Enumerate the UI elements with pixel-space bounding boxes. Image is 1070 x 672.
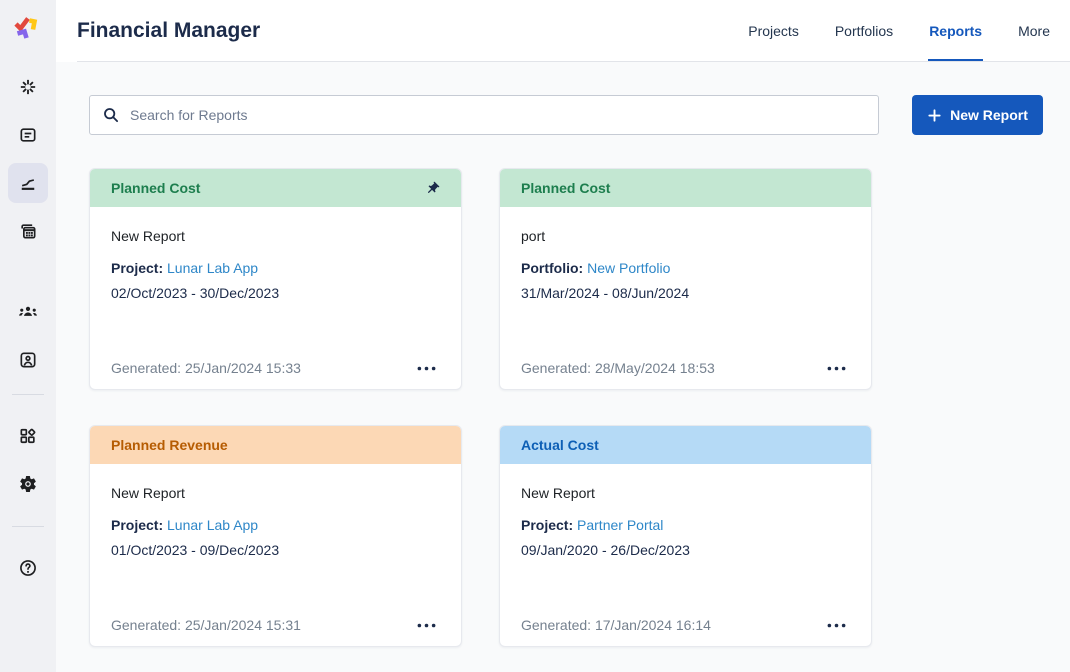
report-meta-link[interactable]: Lunar Lab App [167,517,259,533]
report-meta-link[interactable]: New Portfolio [587,260,671,276]
card-menu-button[interactable] [411,362,442,375]
calculator-icon[interactable] [8,211,48,251]
spark-icon[interactable] [8,67,48,107]
pin-icon [425,181,440,196]
report-meta-link[interactable]: Partner Portal [577,517,664,533]
report-date-range: 02/Oct/2023 - 30/Dec/2023 [111,285,280,301]
report-card-body: New Report Project: Partner Portal 09/Ja… [500,464,871,646]
report-name: New Report [111,228,185,244]
card-menu-button[interactable] [821,619,852,632]
search-input[interactable] [89,95,879,135]
report-meta-label: Project: [111,517,164,533]
report-generated-timestamp: Generated: 25/Jan/2024 15:31 [111,617,301,633]
report-meta-label: Project: [111,260,164,276]
report-name: New Report [111,485,185,501]
report-card[interactable]: Planned Cost port Portfolio: New Portfol… [499,168,872,390]
teams-icon[interactable] [8,292,48,332]
content-area: New Report Planned Cost New Report [56,62,1070,672]
nav-item-more[interactable]: More [1017,0,1051,62]
search-container [89,95,879,135]
ellipsis-icon [417,623,436,627]
report-meta-label: Project: [521,517,574,533]
report-meta-link[interactable]: Lunar Lab App [167,260,259,276]
nav-item-portfolios[interactable]: Portfolios [834,0,894,62]
report-card[interactable]: Planned Cost New Report Project: Lunar L… [89,168,462,390]
report-card-body: port Portfolio: New Portfolio 31/Mar/202… [500,207,871,389]
report-name: New Report [521,485,595,501]
report-generated-timestamp: Generated: 28/May/2024 18:53 [521,360,715,376]
report-card-header: Actual Cost [500,426,871,464]
report-cards-grid: Planned Cost New Report Project: Lunar L… [89,168,872,647]
ellipsis-icon [827,623,846,627]
report-card-header: Planned Cost [500,169,871,207]
report-card[interactable]: Planned Revenue New Report Project: Luna… [89,425,462,647]
card-menu-button[interactable] [411,619,442,632]
report-generated-timestamp: Generated: 25/Jan/2024 15:33 [111,360,301,376]
report-date-range: 01/Oct/2023 - 09/Dec/2023 [111,542,280,558]
report-date-range: 31/Mar/2024 - 08/Jun/2024 [521,285,690,301]
help-icon[interactable] [8,548,48,588]
report-card-body: New Report Project: Lunar Lab App 02/Oct… [90,207,461,389]
chart-icon[interactable] [8,163,48,203]
page-title: Financial Manager [77,19,261,42]
profile-icon[interactable] [8,340,48,380]
report-card[interactable]: Actual Cost New Report Project: Partner … [499,425,872,647]
report-card-header: Planned Revenue [90,426,461,464]
apps-icon[interactable] [8,416,48,456]
report-date-range: 09/Jan/2020 - 26/Dec/2023 [521,542,690,558]
top-bar: Financial Manager Projects Portfolios Re… [56,0,1070,62]
document-icon[interactable] [8,115,48,155]
top-navigation: Projects Portfolios Reports More [747,0,1070,62]
plus-icon [928,108,941,122]
app-logo-icon[interactable] [10,12,46,48]
sidebar [0,0,56,672]
nav-item-reports[interactable]: Reports [928,0,984,62]
card-menu-button[interactable] [821,362,852,375]
report-type-label: Planned Revenue [111,437,228,453]
report-name: port [521,228,546,244]
ellipsis-icon [417,366,436,370]
sidebar-divider [12,394,44,395]
sidebar-divider [12,526,44,527]
report-type-label: Planned Cost [521,180,611,196]
report-card-body: New Report Project: Lunar Lab App 01/Oct… [90,464,461,646]
report-type-label: Planned Cost [111,180,201,196]
ellipsis-icon [827,366,846,370]
settings-icon[interactable] [8,464,48,504]
report-meta-label: Portfolio: [521,260,584,276]
report-type-label: Actual Cost [521,437,599,453]
report-card-header: Planned Cost [90,169,461,207]
reports-toolbar: New Report [89,95,1043,135]
new-report-label: New Report [950,107,1028,123]
new-report-button[interactable]: New Report [912,95,1043,135]
report-generated-timestamp: Generated: 17/Jan/2024 16:14 [521,617,711,633]
nav-item-projects[interactable]: Projects [747,0,800,62]
